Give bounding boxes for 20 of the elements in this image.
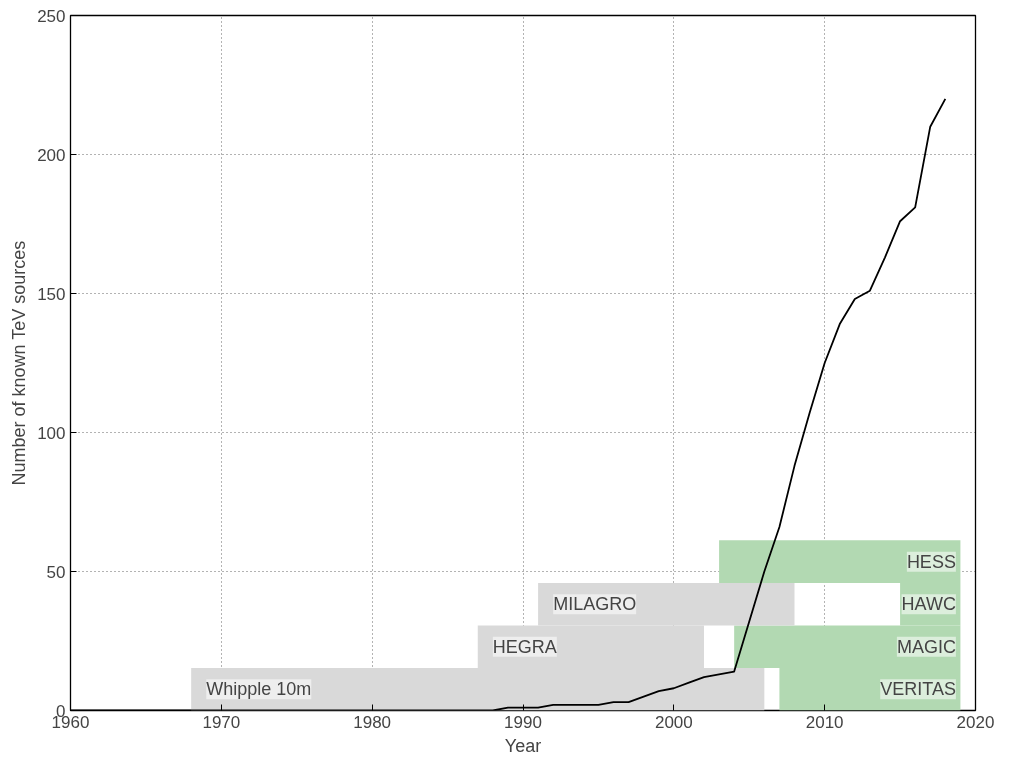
y-tick-label: 150 — [37, 284, 66, 304]
band-label: Whipple 10m — [206, 679, 312, 700]
y-tick-label: 200 — [37, 145, 66, 165]
x-tick-label: 2010 — [805, 712, 844, 732]
x-tick-label: 2000 — [654, 712, 693, 732]
x-tick-label: 1970 — [202, 712, 241, 732]
x-tick-label: 2020 — [956, 712, 995, 732]
band-label: HAWC — [901, 594, 956, 615]
band-label: HESS — [906, 551, 956, 572]
band-label: MILAGRO — [553, 594, 637, 615]
x-tick-label: 1980 — [353, 712, 392, 732]
band-label: VERITAS — [880, 679, 956, 700]
y-tick-label: 50 — [46, 562, 66, 582]
band-label: MAGIC — [896, 636, 956, 657]
y-axis-title: Number of known TeV sources — [9, 240, 30, 486]
y-tick-label: 100 — [37, 423, 66, 443]
band-label: HEGRA — [492, 636, 557, 657]
y-tick-label: 250 — [37, 6, 66, 26]
x-tick-label: 1990 — [504, 712, 542, 732]
x-axis-title: Year — [504, 735, 542, 756]
